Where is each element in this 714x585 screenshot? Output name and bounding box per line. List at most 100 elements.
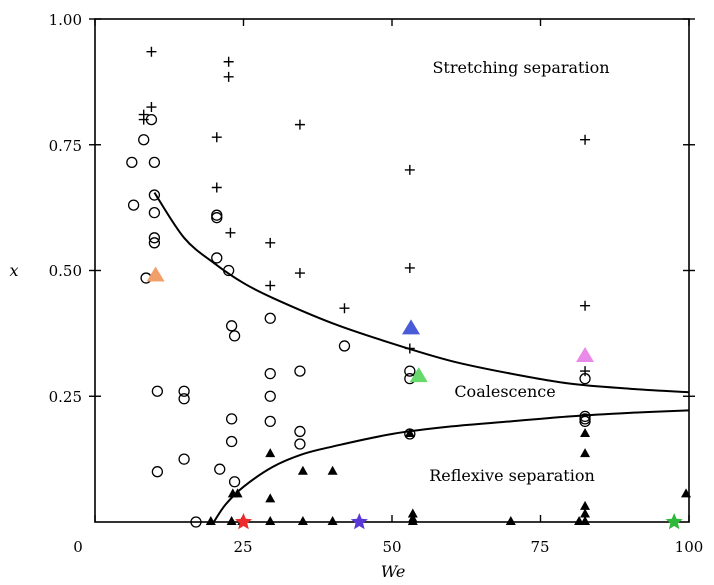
circle-point-1-3 bbox=[148, 156, 161, 169]
circle-point-1-40 bbox=[190, 516, 202, 528]
region-label-reflexive: Reflexive separation bbox=[429, 466, 595, 485]
circle-point-1-13 bbox=[222, 264, 235, 277]
plus-point-0-4 bbox=[223, 56, 234, 67]
plus-point-0-11 bbox=[294, 119, 305, 130]
filled-triangle-point-2-7 bbox=[265, 516, 276, 525]
plus-point-0-9 bbox=[265, 237, 276, 248]
circle-point-1-24 bbox=[264, 367, 276, 380]
circle-point-1-7 bbox=[148, 232, 161, 244]
boundary-curve-1 bbox=[212, 409, 690, 523]
x-tick-label-0: 0 bbox=[73, 538, 83, 556]
x-tick-label-75: 75 bbox=[530, 538, 549, 556]
plus-point-0-18 bbox=[580, 300, 591, 311]
plus-point-0-15 bbox=[404, 262, 415, 273]
filled-triangle-point-2-22 bbox=[580, 516, 591, 525]
plus-point-0-5 bbox=[223, 71, 234, 82]
colored-star-point-4-0 bbox=[234, 513, 253, 530]
circle-point-1-27 bbox=[294, 365, 306, 377]
plot-frame bbox=[94, 18, 690, 523]
filled-triangle-point-2-2 bbox=[232, 488, 243, 498]
circle-point-1-10 bbox=[211, 209, 223, 221]
circle-point-1-18 bbox=[178, 385, 190, 397]
colored-triangle-point-3-2 bbox=[409, 367, 428, 383]
filled-triangle-point-2-11 bbox=[327, 516, 338, 525]
plus-point-0-6 bbox=[211, 132, 222, 143]
colored-triangle-point-3-1 bbox=[402, 319, 421, 335]
circle-point-1-4 bbox=[127, 199, 140, 211]
plus-point-0-7 bbox=[211, 182, 222, 193]
filled-triangle-point-2-21 bbox=[580, 508, 591, 518]
boundary-curves bbox=[153, 191, 690, 523]
circle-point-1-19 bbox=[178, 393, 190, 405]
circle-point-1-31 bbox=[404, 365, 416, 377]
circle-point-1-26 bbox=[264, 415, 276, 428]
plus-point-0-13 bbox=[339, 303, 350, 314]
y-tick-label-1.00: 1.00 bbox=[49, 11, 82, 29]
y-tick-label-0.75: 0.75 bbox=[49, 137, 82, 155]
filled-triangle-point-2-13 bbox=[407, 508, 418, 518]
circle-point-1-16 bbox=[264, 312, 276, 324]
plus-point-0-1 bbox=[146, 102, 157, 113]
colored-triangle-point-3-0 bbox=[146, 266, 165, 282]
y-axis-label: x bbox=[9, 261, 18, 280]
plus-point-0-8 bbox=[225, 227, 236, 238]
x-tick-label-25: 25 bbox=[233, 538, 252, 556]
circle-point-1-38 bbox=[214, 463, 226, 475]
plus-point-0-0 bbox=[146, 46, 157, 57]
circle-point-1-20 bbox=[178, 453, 190, 465]
filled-triangle-point-2-15 bbox=[407, 516, 418, 525]
data-points bbox=[126, 46, 692, 530]
plus-point-0-17 bbox=[580, 134, 591, 145]
circle-point-1-23 bbox=[225, 435, 238, 448]
circle-point-1-6 bbox=[148, 207, 161, 219]
circle-point-1-25 bbox=[264, 390, 276, 402]
y-tick-label-0.25: 0.25 bbox=[49, 388, 82, 406]
circle-point-1-5 bbox=[148, 189, 161, 201]
colored-star-point-4-2 bbox=[665, 513, 683, 530]
plus-point-0-12 bbox=[294, 268, 305, 279]
circle-point-1-11 bbox=[211, 212, 223, 224]
filled-triangle-point-2-6 bbox=[265, 493, 276, 503]
filled-triangle-point-2-0 bbox=[205, 516, 216, 525]
circle-point-1-28 bbox=[294, 425, 306, 438]
circle-point-1-15 bbox=[228, 330, 241, 342]
filled-triangle-point-2-16 bbox=[505, 516, 516, 525]
circle-point-1-21 bbox=[151, 466, 164, 478]
circle-point-1-0 bbox=[138, 134, 150, 146]
circle-point-1-2 bbox=[126, 156, 138, 169]
plus-point-0-19 bbox=[580, 366, 591, 377]
circle-point-1-22 bbox=[225, 413, 238, 425]
filled-triangle-point-2-8 bbox=[297, 465, 308, 475]
circle-point-1-34 bbox=[579, 372, 591, 385]
circle-point-1-1 bbox=[145, 113, 158, 126]
region-label-stretching: Stretching separation bbox=[432, 58, 609, 77]
boundary-curve-0 bbox=[153, 191, 690, 394]
x-tick-label-100: 100 bbox=[675, 538, 704, 556]
filled-triangle-point-2-9 bbox=[297, 516, 308, 525]
circle-point-1-12 bbox=[211, 252, 223, 264]
x-tick-label-50: 50 bbox=[382, 538, 401, 556]
circle-point-1-30 bbox=[338, 340, 351, 352]
region-label-coalescence: Coalescence bbox=[454, 382, 555, 401]
circle-point-1-14 bbox=[225, 320, 238, 332]
filled-triangle-point-2-23 bbox=[681, 488, 692, 498]
plus-point-0-16 bbox=[404, 343, 415, 354]
filled-triangle-point-2-12 bbox=[404, 427, 415, 437]
circle-point-1-17 bbox=[151, 385, 164, 397]
circle-point-1-29 bbox=[294, 438, 306, 450]
filled-triangle-point-2-5 bbox=[265, 448, 276, 458]
colored-triangle-point-3-3 bbox=[576, 347, 595, 363]
filled-triangle-point-2-20 bbox=[580, 500, 591, 510]
filled-triangle-point-2-10 bbox=[327, 465, 338, 475]
filled-triangle-point-2-19 bbox=[580, 448, 591, 458]
plus-point-0-10 bbox=[265, 280, 276, 291]
colored-star-point-4-1 bbox=[350, 513, 368, 530]
circle-point-1-39 bbox=[228, 476, 241, 488]
filled-triangle-point-2-18 bbox=[580, 427, 591, 437]
x-axis-label: We bbox=[381, 562, 406, 581]
circle-point-1-8 bbox=[148, 237, 161, 249]
y-tick-label-0.50: 0.50 bbox=[49, 262, 82, 280]
circle-point-1-37 bbox=[579, 415, 591, 428]
plus-point-0-14 bbox=[404, 164, 415, 175]
